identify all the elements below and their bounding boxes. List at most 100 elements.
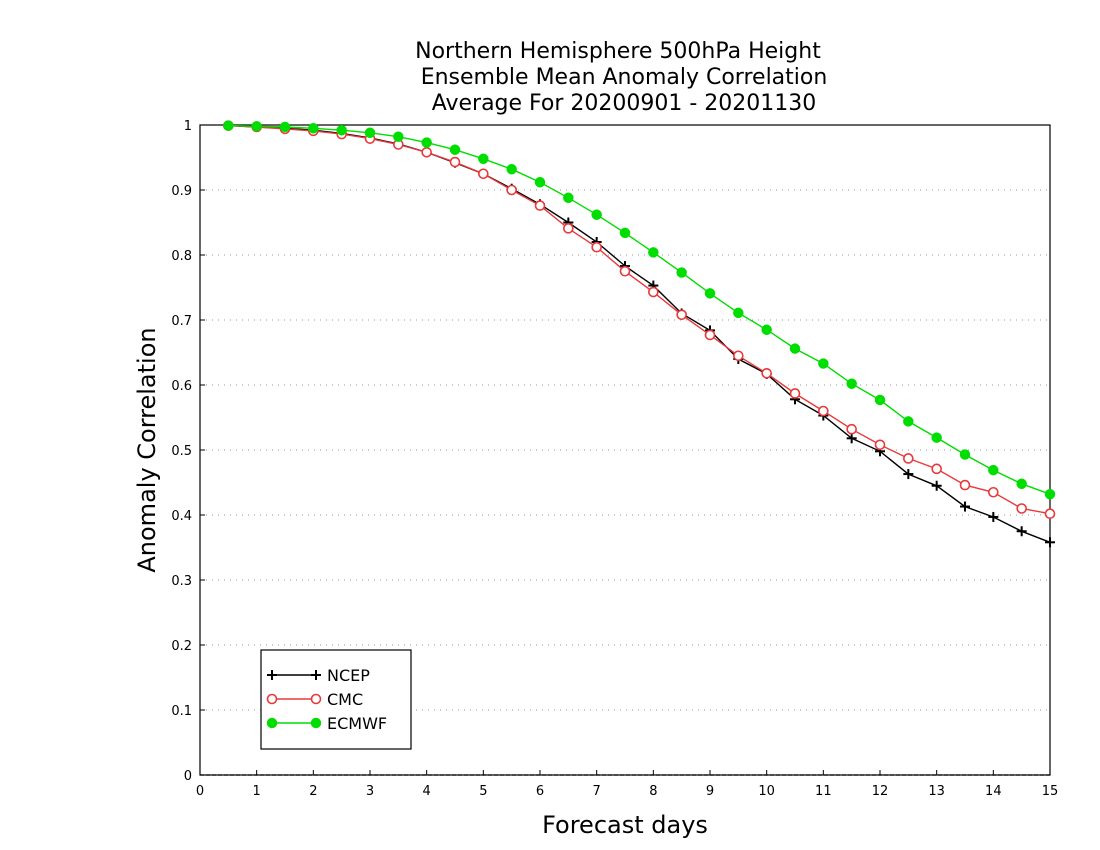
point-ecmwf-26 [959,449,971,460]
point-ncep-25 [931,480,942,491]
legend-item-cmc: CMC [266,690,363,709]
x-tick-label-4: 4 [423,784,431,799]
point-ecmwf-22 [846,378,857,389]
point-cmc-29 [1044,508,1056,520]
title-line-1: Northern Hemisphere 500hPa Height [415,39,821,64]
point-ecmwf-17 [704,288,716,299]
legend-marker-end-ecmwf [310,717,322,729]
point-cmc-12 [563,223,574,234]
x-tick-label-15: 15 [1042,784,1059,799]
y-tick-label-7: 0.7 [171,314,192,329]
point-ecmwf-24 [903,416,914,427]
point-cmc-22 [846,423,857,435]
x-tick-label-3: 3 [366,784,374,799]
point-ncep-26 [960,501,970,512]
x-tick-label-7: 7 [593,784,601,799]
x-tick-label-0: 0 [196,784,204,799]
chart-title: Northern Hemisphere 500hPa Height Ensemb… [415,39,827,116]
x-tick-label-2: 2 [309,784,317,799]
point-cmc-25 [931,463,942,475]
legend-label-cmc: CMC [327,690,363,709]
point-ecmwf-21 [818,358,829,369]
point-ecmwf-13 [591,209,602,220]
point-ncep-27 [988,511,999,522]
y-axis-label: Anomaly Correlation [133,327,161,572]
y-tick-label-8: 0.8 [171,249,192,264]
point-ncep-29 [1045,537,1055,548]
x-tick-label-12: 12 [872,784,889,799]
legend-item-ncep: NCEP [267,666,370,685]
point-ecmwf-10 [506,163,517,175]
point-ncep-22 [846,433,857,444]
title-line-2: Ensemble Mean Anomaly Correlation [421,65,828,90]
point-cmc-9 [478,168,489,180]
point-ecmwf-18 [733,307,744,319]
point-ecmwf-15 [648,247,659,258]
point-ecmwf-29 [1044,488,1056,500]
x-tick-label-6: 6 [536,784,544,799]
x-tick-label-10: 10 [758,784,775,799]
point-ecmwf-11 [534,176,546,188]
point-ecmwf-3 [308,123,319,134]
series-cmc [223,120,1056,520]
point-ecmwf-19 [761,324,772,335]
point-cmc-18 [733,350,744,362]
point-ecmwf-25 [931,432,942,443]
y-tick-label-1: 0.1 [171,704,192,719]
y-tick-label-10: 1 [184,119,192,134]
point-ecmwf-0 [223,120,234,131]
point-ecmwf-23 [874,394,886,406]
legend-marker-start-ncep [267,670,277,680]
point-ecmwf-2 [279,121,291,133]
point-ecmwf-20 [789,343,801,354]
point-cmc-11 [534,200,546,211]
point-ecmwf-5 [364,127,376,139]
y-tick-label-2: 0.2 [171,639,192,654]
series-layer [223,120,1056,548]
point-cmc-14 [619,265,631,277]
point-cmc-17 [704,329,716,341]
point-cmc-16 [676,309,687,321]
title-line-3: Average For 20200901 - 20201130 [432,91,817,116]
legend-item-ecmwf: ECMWF [266,714,387,733]
point-cmc-24 [903,453,914,464]
point-ecmwf-14 [619,227,631,239]
point-cmc-15 [648,286,659,298]
point-cmc-13 [591,241,602,253]
legend-label-ncep: NCEP [327,666,370,685]
axis-ticks: 0 1 2 3 4 5 6 7 8 9 10 11 12 13 14 1500.10.20.30.40.50.… [171,119,1058,799]
point-ecmwf-16 [676,267,687,278]
x-tick-label-5: 5 [479,784,487,799]
point-cmc-23 [874,439,886,451]
y-tick-label-3: 0.3 [171,574,192,589]
legend-label-ecmwf: ECMWF [327,714,387,733]
point-cmc-7 [421,147,432,158]
y-tick-label-0: 0 [184,769,192,784]
x-tick-label-11: 11 [815,784,832,799]
y-tick-label-5: 0.5 [171,444,192,459]
series-line-ncep [228,124,1051,543]
x-tick-label-13: 13 [928,784,945,799]
series-line-ecmwf [228,124,1051,495]
point-ecmwf-9 [478,153,489,165]
legend: NCEP CMC ECMWF [260,649,412,750]
point-cmc-8 [449,156,461,168]
point-ncep-24 [903,469,914,480]
legend-marker-start-ecmwf [266,717,278,729]
series-ncep [223,120,1055,548]
point-ecmwf-28 [1016,478,1027,490]
legend-marker-start-cmc [266,693,278,705]
series-ecmwf [223,120,1056,500]
point-cmc-20 [789,388,801,399]
y-tick-label-6: 0.6 [171,379,192,394]
point-ecmwf-6 [393,131,404,142]
legend-marker-end-cmc [310,693,322,705]
point-cmc-19 [761,367,772,379]
point-cmc-28 [1016,503,1027,514]
x-tick-label-9: 9 [706,784,714,799]
y-tick-label-4: 0.4 [171,509,192,524]
x-tick-label-1: 1 [253,784,261,799]
point-ncep-28 [1016,526,1027,537]
x-tick-label-14: 14 [985,784,1002,799]
